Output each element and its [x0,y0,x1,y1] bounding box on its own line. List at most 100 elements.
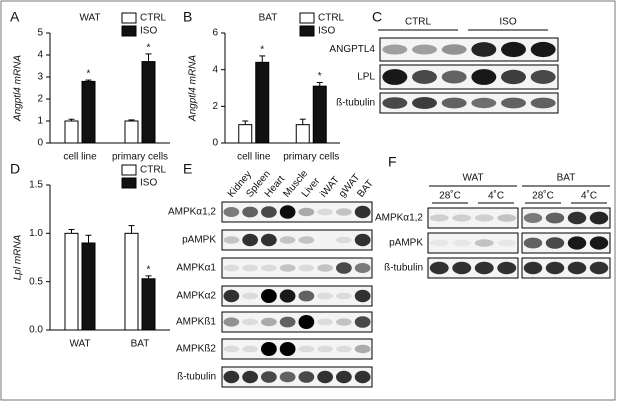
significance: * [87,69,91,80]
temperature-label: 4˚C [581,190,597,202]
blot-band [441,97,467,109]
blot-band [298,290,315,302]
row-label: ANGPTL4 [329,44,375,55]
blot-band [471,97,497,109]
row-label: AMPKα2 [176,291,216,302]
bar [255,61,270,144]
blot-band [441,44,467,55]
legend-swatch [121,12,137,24]
row-label: AMPKß2 [176,344,216,355]
blot-band [471,69,497,85]
y-axis-label: Angptl4 mRNA [13,55,24,122]
panel-letter: B [183,9,192,25]
blot-band [474,214,494,222]
blot-band [298,371,315,383]
blot-band [523,213,543,223]
blot-band [429,239,449,247]
row-label: pAMPK [389,238,423,249]
blot-band [530,97,556,109]
blot-band [497,214,517,222]
blot-band [298,207,315,217]
blot-band [242,206,258,218]
y-tick-label: 6 [212,28,218,39]
blot-band [412,70,437,84]
y-axis-label: Lpl mRNA [13,234,24,280]
row-label: AMPKα1,2 [168,207,216,218]
blot-band [382,69,408,85]
blot-band [223,345,240,353]
group-label: CTRL [405,17,432,28]
x-tick-label: WAT [69,339,90,350]
y-tick-label: 2 [37,94,43,105]
significance: * [318,71,322,82]
blot-band [530,41,556,58]
group-label: WAT [462,173,483,184]
blot-band [523,237,543,249]
legend-swatch [299,12,315,24]
blot-band [242,345,258,353]
blot-band [354,205,371,219]
y-tick-label: 5 [37,28,43,39]
blot-frame [221,338,373,360]
x-tick-label: cell line [63,152,97,163]
blot-band [223,370,240,384]
row-label: ß-tubulin [384,263,423,274]
blot-band [441,70,467,84]
blot-frame [379,64,559,90]
y-axis-label: Angptl4 mRNA [188,55,199,122]
blot-band [589,261,609,275]
blot-band [354,370,371,384]
blot-band [545,237,565,249]
blot-band [261,371,277,383]
blot-band [474,239,494,247]
blot-band [429,214,449,222]
blot-band [471,42,497,57]
blot-band [279,316,296,328]
legend-swatch [121,164,137,176]
y-tick-label: 4 [212,64,218,75]
blot-frame [221,311,373,333]
blot-band [354,263,371,273]
row-label: AMPKß1 [176,317,216,328]
blot-frame [521,207,611,229]
blot-band [530,70,556,84]
legend-label: ISO [140,178,157,189]
panel-letter: A [10,9,20,25]
y-tick-label: 0 [37,138,43,149]
y-tick-label: 1 [37,116,43,127]
blot-band [501,41,526,58]
bar [124,232,139,331]
legend-swatch [299,25,315,37]
bar [295,124,310,144]
bar [81,80,96,144]
blot-band [223,236,240,244]
blot-band [279,236,296,244]
bar [238,124,253,144]
blot-band [261,317,277,327]
blot-frame [521,257,611,279]
blot-frame [221,366,373,388]
row-label: AMPKα1,2 [375,213,423,224]
row-label: LPL [357,72,375,83]
blot-band [261,289,277,303]
blot-band [279,264,296,272]
blot-band [567,261,587,275]
blot-band [589,236,609,250]
panel-letter: E [183,161,192,177]
bar [81,242,96,331]
blot-band [317,208,333,216]
blot-band [412,44,437,55]
legend-label: ISO [318,26,335,37]
chart-title: BAT [259,13,278,24]
blot-band [474,261,494,275]
legend-label: ISO [140,26,157,37]
blot-band [354,233,371,247]
row-label: AMPKα1 [176,263,216,274]
blot-band [279,342,296,356]
row-label: ß-tubulin [177,372,216,383]
blot-band [261,206,277,218]
blot-band [317,264,333,272]
blot-band [298,264,315,272]
bar [64,120,79,144]
blot-band [523,261,543,275]
